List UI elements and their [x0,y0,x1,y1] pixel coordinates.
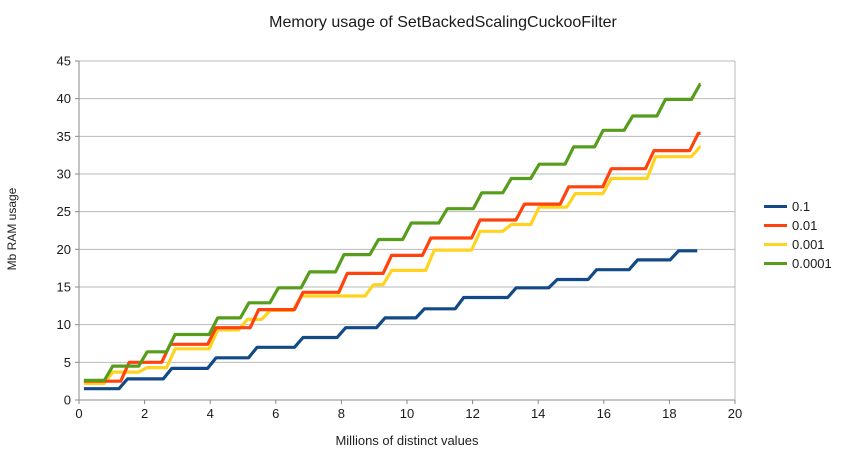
series-line-0.001 [83,145,702,385]
x-tick-label: 12 [465,406,479,421]
legend-label: 0.001 [792,237,825,252]
y-tick-label: 30 [57,167,71,182]
legend-swatch-0.001 [764,243,787,246]
x-tick-label: 4 [207,406,214,421]
y-tick-label: 0 [64,393,71,408]
y-tick-label: 5 [64,355,71,370]
y-tick-label: 10 [57,317,71,332]
x-tick-label: 8 [338,406,345,421]
legend-label: 0.1 [792,199,811,214]
legend-label: 0.01 [792,218,818,233]
y-tick-label: 35 [57,129,71,144]
x-tick-label: 6 [272,406,279,421]
legend-item-0.001: 0.001 [764,235,832,254]
legend-swatch-0.01 [764,224,787,227]
x-tick-label: 16 [597,406,611,421]
x-tick-label: 0 [75,406,82,421]
legend-label: 0.0001 [792,256,832,271]
x-axis-title: Millions of distinct values [335,433,479,448]
series-line-0.0001 [83,82,702,382]
y-tick-label: 20 [57,242,71,257]
legend: 0.1 0.01 0.001 0.0001 [764,197,832,273]
y-tick-label: 45 [57,54,71,69]
series-line-0.01 [83,131,701,383]
x-tick-label: 14 [531,406,545,421]
y-tick-label: 25 [57,204,71,219]
legend-item-0.0001: 0.0001 [764,254,832,273]
x-tick-label: 2 [141,406,148,421]
legend-swatch-0.1 [764,205,787,208]
y-tick-label: 40 [57,91,71,106]
chart-title: Memory usage of SetBackedScalingCuckooFi… [269,14,617,31]
legend-swatch-0.0001 [764,262,787,265]
legend-item-0.1: 0.1 [764,197,832,216]
x-tick-label: 18 [662,406,676,421]
x-tick-label: 20 [728,406,742,421]
x-tick-label: 10 [400,406,414,421]
y-tick-label: 15 [57,280,71,295]
legend-item-0.01: 0.01 [764,216,832,235]
series-line-0.1 [83,249,698,391]
